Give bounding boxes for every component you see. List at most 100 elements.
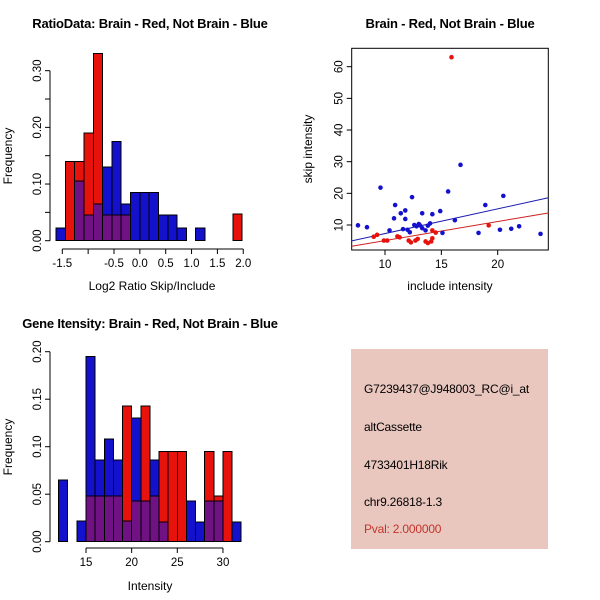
notbrain-blue-histogram-bar xyxy=(231,521,242,543)
notbrain-blue-histogram-bar xyxy=(130,192,141,242)
notbrain-blue-histogram-bar xyxy=(195,227,206,242)
notbrain-blue-point xyxy=(398,210,404,216)
brain-red-fit-line xyxy=(351,212,549,247)
brain-red-point xyxy=(449,54,454,60)
scatter-xlabel: include intensity xyxy=(407,279,492,293)
x-tick-label: 1.0 xyxy=(184,258,200,270)
brain-red-point xyxy=(381,238,387,243)
brain-red-point xyxy=(433,230,439,235)
notbrain-blue-point xyxy=(378,185,383,190)
notbrain-blue-point xyxy=(445,189,451,194)
plot-box xyxy=(351,47,549,251)
ratio-hist-xlabel: Log2 Ratio Skip/Include xyxy=(89,279,216,293)
panel-ratio-histogram: RatioData: Brain - Red, Not Brain - Blue… xyxy=(0,0,300,300)
notbrain-blue-histogram-bar xyxy=(58,479,69,543)
brain-red-point xyxy=(430,235,435,241)
gene-histogram-svg: Gene Itensity: Brain - Red, Not Brain - … xyxy=(1,316,278,593)
gene-hist-ylabel: Frequency xyxy=(1,419,15,476)
x-tick-label: -0.5 xyxy=(104,258,124,270)
brain-red-point xyxy=(430,228,435,233)
notbrain-blue-point xyxy=(538,231,543,237)
overlap-purple-histogram-bar xyxy=(83,214,94,242)
brain-red-point xyxy=(371,234,377,240)
x-tick-label: 15 xyxy=(80,557,93,569)
overlap-purple-histogram-bar xyxy=(213,500,224,543)
x-tick-label: 20 xyxy=(125,557,138,569)
overlap-purple-histogram-bar xyxy=(131,500,142,543)
y-tick-label: 0.00 xyxy=(32,230,44,252)
overlap-purple-histogram-bar xyxy=(92,203,104,242)
gene-symbol: 4733401H18Rik xyxy=(364,458,448,472)
notbrain-blue-point xyxy=(427,221,433,226)
notbrain-blue-histogram-bar xyxy=(148,192,159,242)
overlap-purple-histogram-bar xyxy=(111,214,122,242)
notbrain-blue-histogram-bar xyxy=(176,227,187,242)
x-tick-label: 25 xyxy=(171,557,184,569)
overlap-purple-histogram-bar xyxy=(140,500,151,543)
gene-info-box: G7239437@J948003_RC@i_at altCassette 473… xyxy=(351,349,548,549)
scatter-title: Brain - Red, Not Brain - Blue xyxy=(366,16,535,31)
x-tick-label: -1.5 xyxy=(52,258,72,270)
overlap-purple-histogram-bar xyxy=(149,495,160,543)
ratio-hist-plot: 0.00 0.10 0.20 0.30 -1.5 -0.5 0.0 0.5 1.0 1.5 2.0 xyxy=(32,53,251,270)
y-tick-label: 10 xyxy=(334,219,346,232)
gene-hist-xlabel: Intensity xyxy=(128,579,173,593)
scatter-plot: 10 20 30 40 50 60 10 15 20 xyxy=(334,47,549,271)
brain-red-point xyxy=(374,232,380,238)
panel-gene-intensity-histogram: Gene Itensity: Brain - Red, Not Brain - … xyxy=(0,300,300,600)
notbrain-blue-point xyxy=(423,228,428,233)
brain-red-point xyxy=(384,238,390,243)
notbrain-blue-point xyxy=(391,216,397,221)
overlap-purple-histogram-bar xyxy=(120,214,132,242)
brain-red-point xyxy=(415,236,420,242)
gene-hist-plot: 0.00 0.05 0.10 0.15 0.20 15 20 25 30 xyxy=(32,341,242,569)
scatter-svg: Brain - Red, Not Brain - Blue include in… xyxy=(301,16,549,293)
x-tick-label: 1.5 xyxy=(209,258,225,270)
x-tick-label: 0.5 xyxy=(158,258,174,270)
notbrain-blue-point xyxy=(419,225,425,231)
brain-red-point xyxy=(408,240,414,245)
overlap-purple-histogram-bar xyxy=(204,500,215,543)
panel-gene-info: G7239437@J948003_RC@i_at altCassette 473… xyxy=(300,300,600,600)
notbrain-blue-point xyxy=(430,211,435,217)
y-tick-label: 0.20 xyxy=(32,341,44,363)
notbrain-blue-point xyxy=(458,162,463,168)
notbrain-blue-point xyxy=(508,226,514,232)
gene-hist-title: Gene Itensity: Brain - Red, Not Brain - … xyxy=(22,316,278,331)
x-tick-label: 0.0 xyxy=(132,258,148,270)
notbrain-blue-histogram-bar xyxy=(76,520,87,543)
y-tick-label: 0.10 xyxy=(32,436,44,458)
notbrain-blue-point xyxy=(452,217,458,223)
y-tick-label: 30 xyxy=(334,155,346,168)
y-tick-label: 0.00 xyxy=(32,531,44,553)
notbrain-blue-point xyxy=(497,227,503,233)
panel-intensity-scatter: Brain - Red, Not Brain - Blue include in… xyxy=(300,0,600,300)
notbrain-blue-histogram-bar xyxy=(55,227,66,242)
y-tick-label: 20 xyxy=(334,187,346,200)
brain-red-histogram-bar xyxy=(64,160,76,242)
notbrain-blue-point xyxy=(476,230,481,236)
x-tick-label: 15 xyxy=(435,259,448,271)
overlap-purple-histogram-bar xyxy=(85,495,96,543)
notbrain-blue-point xyxy=(409,194,415,200)
y-tick-label: 50 xyxy=(334,92,346,105)
notbrain-blue-point xyxy=(483,202,488,208)
overlap-purple-histogram-bar xyxy=(122,520,133,543)
x-tick-label: 10 xyxy=(379,259,392,271)
notbrain-blue-point xyxy=(400,226,406,232)
y-tick-label: 0.05 xyxy=(32,483,44,505)
ratio-hist-title: RatioData: Brain - Red, Not Brain - Blue xyxy=(32,16,267,31)
notbrain-blue-point xyxy=(516,223,522,229)
x-tick-label: 20 xyxy=(491,259,504,271)
locus: chr9.26818-1.3 xyxy=(364,495,442,509)
overlap-purple-histogram-bar xyxy=(112,495,124,543)
notbrain-blue-point xyxy=(402,208,408,213)
overlap-purple-histogram-bar xyxy=(94,495,105,543)
notbrain-blue-histogram-bar xyxy=(157,214,169,242)
overlap-purple-histogram-bar xyxy=(158,521,169,543)
notbrain-blue-point xyxy=(364,224,370,230)
brain-red-histogram-bar xyxy=(222,450,233,543)
notbrain-blue-fit-line xyxy=(351,197,549,242)
brain-red-histogram-bar xyxy=(176,450,187,543)
notbrain-blue-point xyxy=(402,216,408,222)
